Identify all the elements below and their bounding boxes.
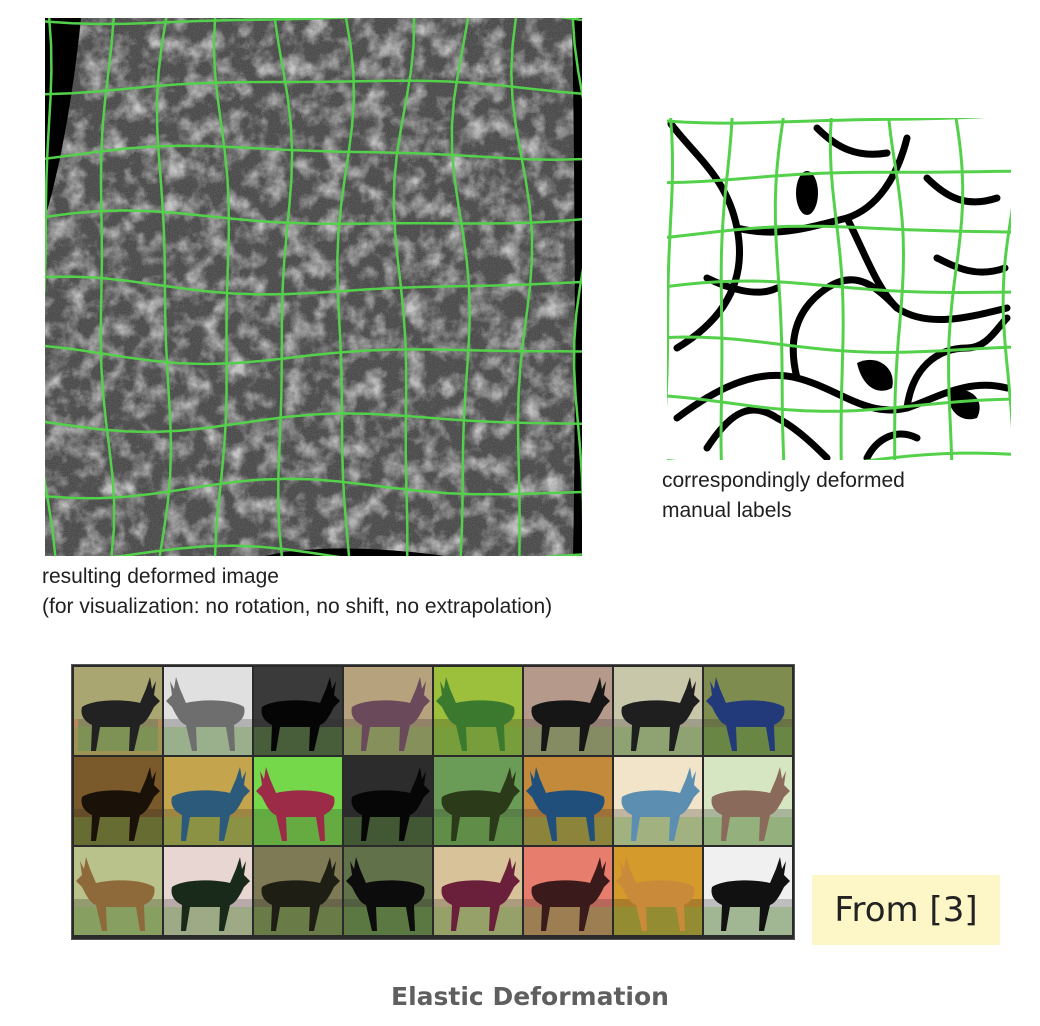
- grid-line-vertical: [510, 18, 534, 556]
- grid-line-horizontal: [45, 477, 582, 500]
- grid-line-horizontal: [666, 169, 1012, 185]
- caption-line: resulting deformed image: [42, 565, 279, 588]
- deformed-labels-svg: [660, 113, 1023, 471]
- deformed-image-caption: resulting deformed image (for visualizat…: [42, 562, 552, 622]
- grid-line-horizontal: [666, 279, 1012, 295]
- grid-line-vertical: [571, 18, 582, 525]
- caption-line: (for visualization: no rotation, no shif…: [42, 595, 553, 618]
- grid-line-horizontal: [45, 344, 582, 366]
- augmentation-grid: [72, 665, 794, 939]
- augmented-antelope-thumbnail: [434, 757, 522, 845]
- grid-line-vertical: [336, 18, 356, 556]
- grid-line-vertical: [45, 18, 57, 556]
- augmented-antelope-thumbnail: [524, 757, 612, 845]
- augmented-antelope-thumbnail: [74, 667, 162, 755]
- grid-line-horizontal: [666, 224, 1012, 239]
- deformed-em-image-svg: [45, 18, 582, 556]
- grid-line-horizontal: [666, 394, 1012, 413]
- caption-line: manual labels: [662, 499, 792, 522]
- augmented-antelope-thumbnail: [614, 667, 702, 755]
- grid-line-horizontal: [45, 275, 582, 296]
- augmented-antelope-thumbnail: [344, 847, 432, 935]
- grid-line-horizontal: [111, 544, 582, 556]
- grid-line-vertical: [212, 18, 231, 556]
- augmented-antelope-thumbnail: [524, 667, 612, 755]
- grid-line-horizontal: [45, 412, 582, 434]
- grid-line-horizontal: [45, 79, 582, 96]
- deformed-em-image: [45, 18, 582, 556]
- grid-line-horizontal: [45, 209, 582, 226]
- deformation-grid: [45, 18, 582, 556]
- grid-line-vertical: [99, 18, 116, 556]
- caption-line: correspondingly deformed: [662, 469, 905, 492]
- augmented-antelope-thumbnail: [254, 667, 342, 755]
- augmented-antelope-thumbnail: [74, 847, 162, 935]
- grid-line-vertical: [273, 18, 294, 556]
- augmented-antelope-thumbnail: [164, 847, 252, 935]
- augmented-antelope-thumbnail: [344, 667, 432, 755]
- augmented-antelope-thumbnail: [704, 847, 792, 935]
- augmented-antelope-thumbnail: [704, 757, 792, 845]
- grid-line-horizontal: [666, 113, 1012, 125]
- deformed-labels-image: [660, 113, 1023, 471]
- augmented-antelope-thumbnail: [434, 667, 522, 755]
- augmented-antelope-thumbnail: [74, 757, 162, 845]
- augmented-antelope-thumbnail: [254, 847, 342, 935]
- augmented-antelope-thumbnail: [164, 757, 252, 845]
- source-label: From [3]: [812, 875, 1000, 945]
- grid-line-horizontal: [666, 335, 1012, 354]
- grid-line-vertical: [828, 117, 845, 461]
- augmented-antelope-thumbnail: [704, 667, 792, 755]
- augmented-antelope-thumbnail: [434, 847, 522, 935]
- figure-title: Elastic Deformation: [391, 982, 669, 1011]
- augmented-antelope-thumbnail: [614, 847, 702, 935]
- labels-caption: correspondingly deformed manual labels: [662, 466, 905, 526]
- augmented-antelope-thumbnail: [524, 847, 612, 935]
- augmented-antelope-thumbnail: [254, 757, 342, 845]
- grid-line-vertical: [887, 117, 906, 460]
- augmented-antelope-thumbnail: [344, 757, 432, 845]
- grid-line-horizontal: [45, 144, 582, 161]
- augmented-antelope-thumbnail: [614, 757, 702, 845]
- augmented-antelope-thumbnail: [164, 667, 252, 755]
- grid-line-horizontal: [45, 18, 582, 26]
